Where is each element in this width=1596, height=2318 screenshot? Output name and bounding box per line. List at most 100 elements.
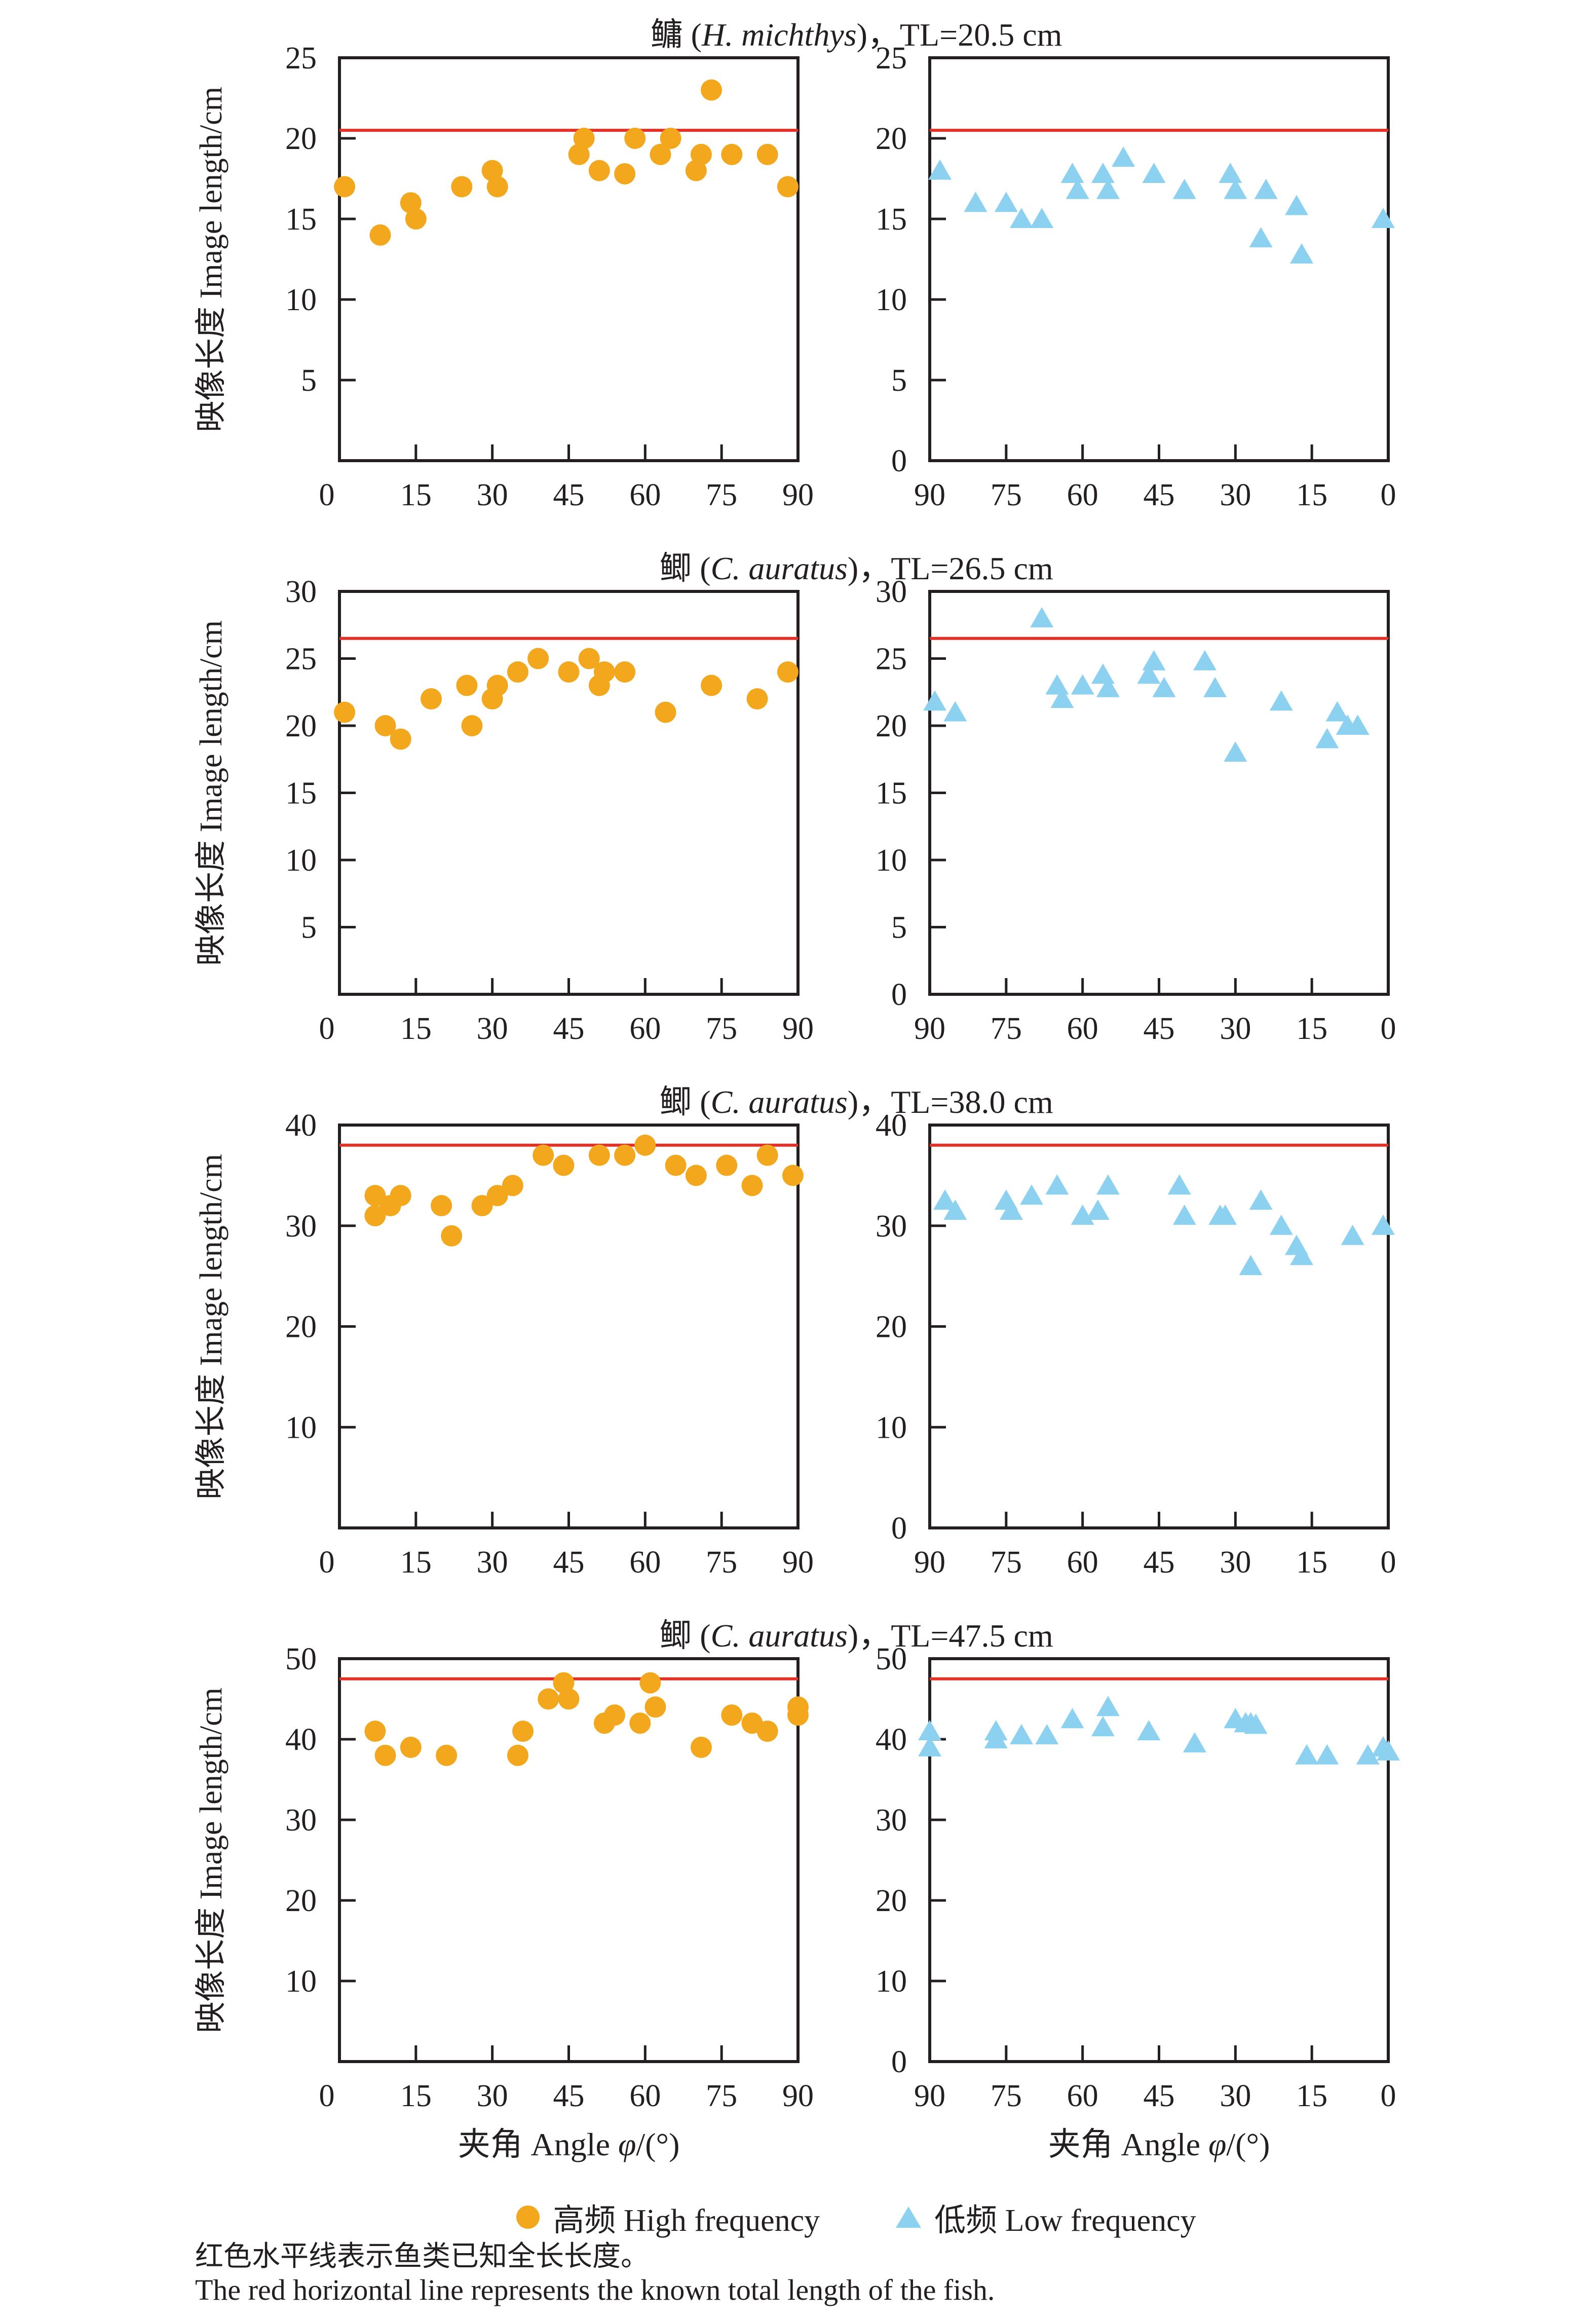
- data-point-low-frequency: [933, 1189, 957, 1210]
- y-tick-label: 10: [876, 1964, 907, 1999]
- y-tick-label: 25: [876, 642, 907, 677]
- y-tick-label: 30: [285, 1209, 317, 1244]
- y-axis-label-row1: 映像长度 Image length/cm: [194, 86, 229, 432]
- data-point-high-frequency: [486, 675, 508, 696]
- y-tick-label: 20: [285, 709, 317, 743]
- y-tick-label: 5: [301, 911, 317, 945]
- y-tick-label: 20: [876, 1884, 907, 1918]
- legend: 高频 High frequency 低频 Low frequency: [324, 2198, 1388, 2238]
- data-point-low-frequency: [918, 1720, 941, 1741]
- x-tick-label: 60: [629, 1545, 661, 1580]
- data-point-high-frequency: [685, 160, 707, 181]
- y-tick-label: 20: [285, 122, 317, 156]
- data-point-low-frequency: [1244, 1713, 1268, 1734]
- data-point-low-frequency: [1045, 1174, 1069, 1195]
- data-point-low-frequency: [1066, 178, 1089, 199]
- y-tick-label: 15: [876, 776, 907, 811]
- x-tick-label: 15: [400, 478, 432, 512]
- data-point-low-frequency: [1096, 1696, 1120, 1716]
- x-tick-label: 75: [706, 1012, 737, 1046]
- data-point-low-frequency: [1172, 178, 1196, 199]
- scatter-plot-row3-high-frequency: 10 20 30 40 0 15 30 45 60 75 90: [285, 1108, 814, 1580]
- data-point-low-frequency: [1269, 1214, 1293, 1235]
- x-tick-label: 75: [991, 2079, 1022, 2113]
- data-point-high-frequency: [374, 715, 396, 736]
- data-point-low-frequency: [1137, 1720, 1161, 1741]
- legend-label-low: 低频 Low frequency: [934, 2203, 1196, 2238]
- data-point-low-frequency: [1035, 1724, 1059, 1745]
- data-point-low-frequency: [1295, 1744, 1319, 1765]
- data-point-low-frequency: [999, 1199, 1023, 1220]
- title-total-length: )，TL=47.5 cm: [847, 1618, 1053, 1654]
- y-axis-label-row4: 映像长度 Image length/cm: [194, 1687, 229, 2033]
- data-point-high-frequency: [553, 1672, 575, 1694]
- y-tick-label: 30: [876, 1209, 907, 1244]
- y-tick-label: 10: [285, 283, 317, 317]
- data-point-high-frequency: [558, 661, 580, 683]
- data-point-high-frequency: [436, 1744, 458, 1766]
- data-point-high-frequency: [334, 701, 356, 723]
- data-point-high-frequency: [644, 1696, 666, 1718]
- data-point-high-frequency: [777, 176, 799, 198]
- x-tick-label: 15: [400, 1545, 432, 1580]
- title-total-length: )，TL=20.5 cm: [856, 17, 1062, 53]
- data-point-high-frequency: [756, 1721, 778, 1742]
- data-point-low-frequency: [1030, 208, 1054, 228]
- data-point-high-frequency: [721, 1704, 743, 1726]
- data-point-high-frequency: [451, 176, 473, 198]
- y-tick-label: 20: [876, 122, 907, 156]
- data-point-low-frequency: [1010, 1724, 1033, 1745]
- data-point-low-frequency: [1112, 146, 1135, 167]
- data-point-high-frequency: [400, 1736, 422, 1758]
- x-tick-label: 0: [319, 478, 335, 512]
- x-tick-label: 60: [1067, 1545, 1098, 1580]
- data-point-high-frequency: [374, 1744, 396, 1766]
- y-tick-label: 30: [285, 1803, 317, 1838]
- data-point-high-frequency: [527, 648, 549, 669]
- data-point-low-frequency: [1183, 1732, 1206, 1752]
- y-tick-label: 5: [301, 363, 317, 398]
- data-point-low-frequency: [1050, 688, 1074, 708]
- x-tick-label: 15: [400, 2079, 432, 2113]
- data-point-high-frequency: [746, 688, 768, 709]
- data-point-high-frequency: [334, 176, 356, 198]
- data-point-low-frequency: [1142, 650, 1166, 670]
- data-point-low-frequency: [1249, 227, 1273, 248]
- x-tick-label: 30: [1220, 478, 1251, 512]
- data-point-high-frequency: [369, 224, 391, 246]
- data-point-high-frequency: [512, 1721, 534, 1742]
- caption-english: The red horizontal line represents the k…: [195, 2273, 995, 2306]
- data-point-low-frequency: [994, 192, 1018, 212]
- data-point-high-frequency: [655, 701, 676, 723]
- axis-frame: [928, 1124, 1390, 1529]
- data-point-high-frequency: [614, 661, 636, 683]
- data-point-low-frequency: [1371, 1214, 1395, 1235]
- axis-frame: [928, 1657, 1390, 2063]
- data-point-high-frequency: [507, 1744, 528, 1766]
- x-tick-label: 0: [319, 1545, 335, 1580]
- data-point-low-frequency: [1045, 674, 1069, 695]
- data-point-high-frequency: [461, 715, 483, 736]
- x-tick-label: 45: [553, 2079, 585, 2113]
- y-tick-label: 5: [891, 911, 907, 945]
- y-tick-label: 30: [876, 575, 907, 609]
- y-tick-label: 15: [876, 202, 907, 237]
- x-tick-label: 0: [1381, 478, 1396, 512]
- data-point-high-frequency: [756, 143, 778, 165]
- data-point-low-frequency: [1315, 1744, 1339, 1765]
- x-tick-label: 90: [914, 478, 945, 512]
- title-fish-cn: 鲫 (: [659, 1084, 711, 1120]
- x-tick-label: 75: [706, 1545, 737, 1580]
- x-tick-label: 90: [782, 1545, 814, 1580]
- data-point-low-frequency: [1086, 1199, 1110, 1220]
- data-point-low-frequency: [1172, 1204, 1196, 1225]
- data-point-low-frequency: [1249, 1189, 1273, 1210]
- figure-caption: 红色水平线表示鱼类已知全长长度。 The red horizontal line…: [195, 2240, 995, 2307]
- data-point-low-frequency: [923, 690, 947, 711]
- data-point-low-frequency: [1030, 607, 1054, 627]
- data-point-low-frequency: [1167, 1174, 1191, 1195]
- data-point-high-frequency: [665, 1154, 687, 1176]
- y-tick-label: 25: [285, 642, 317, 677]
- x-tick-label: 90: [914, 1545, 945, 1580]
- data-point-low-frequency: [1239, 1255, 1263, 1276]
